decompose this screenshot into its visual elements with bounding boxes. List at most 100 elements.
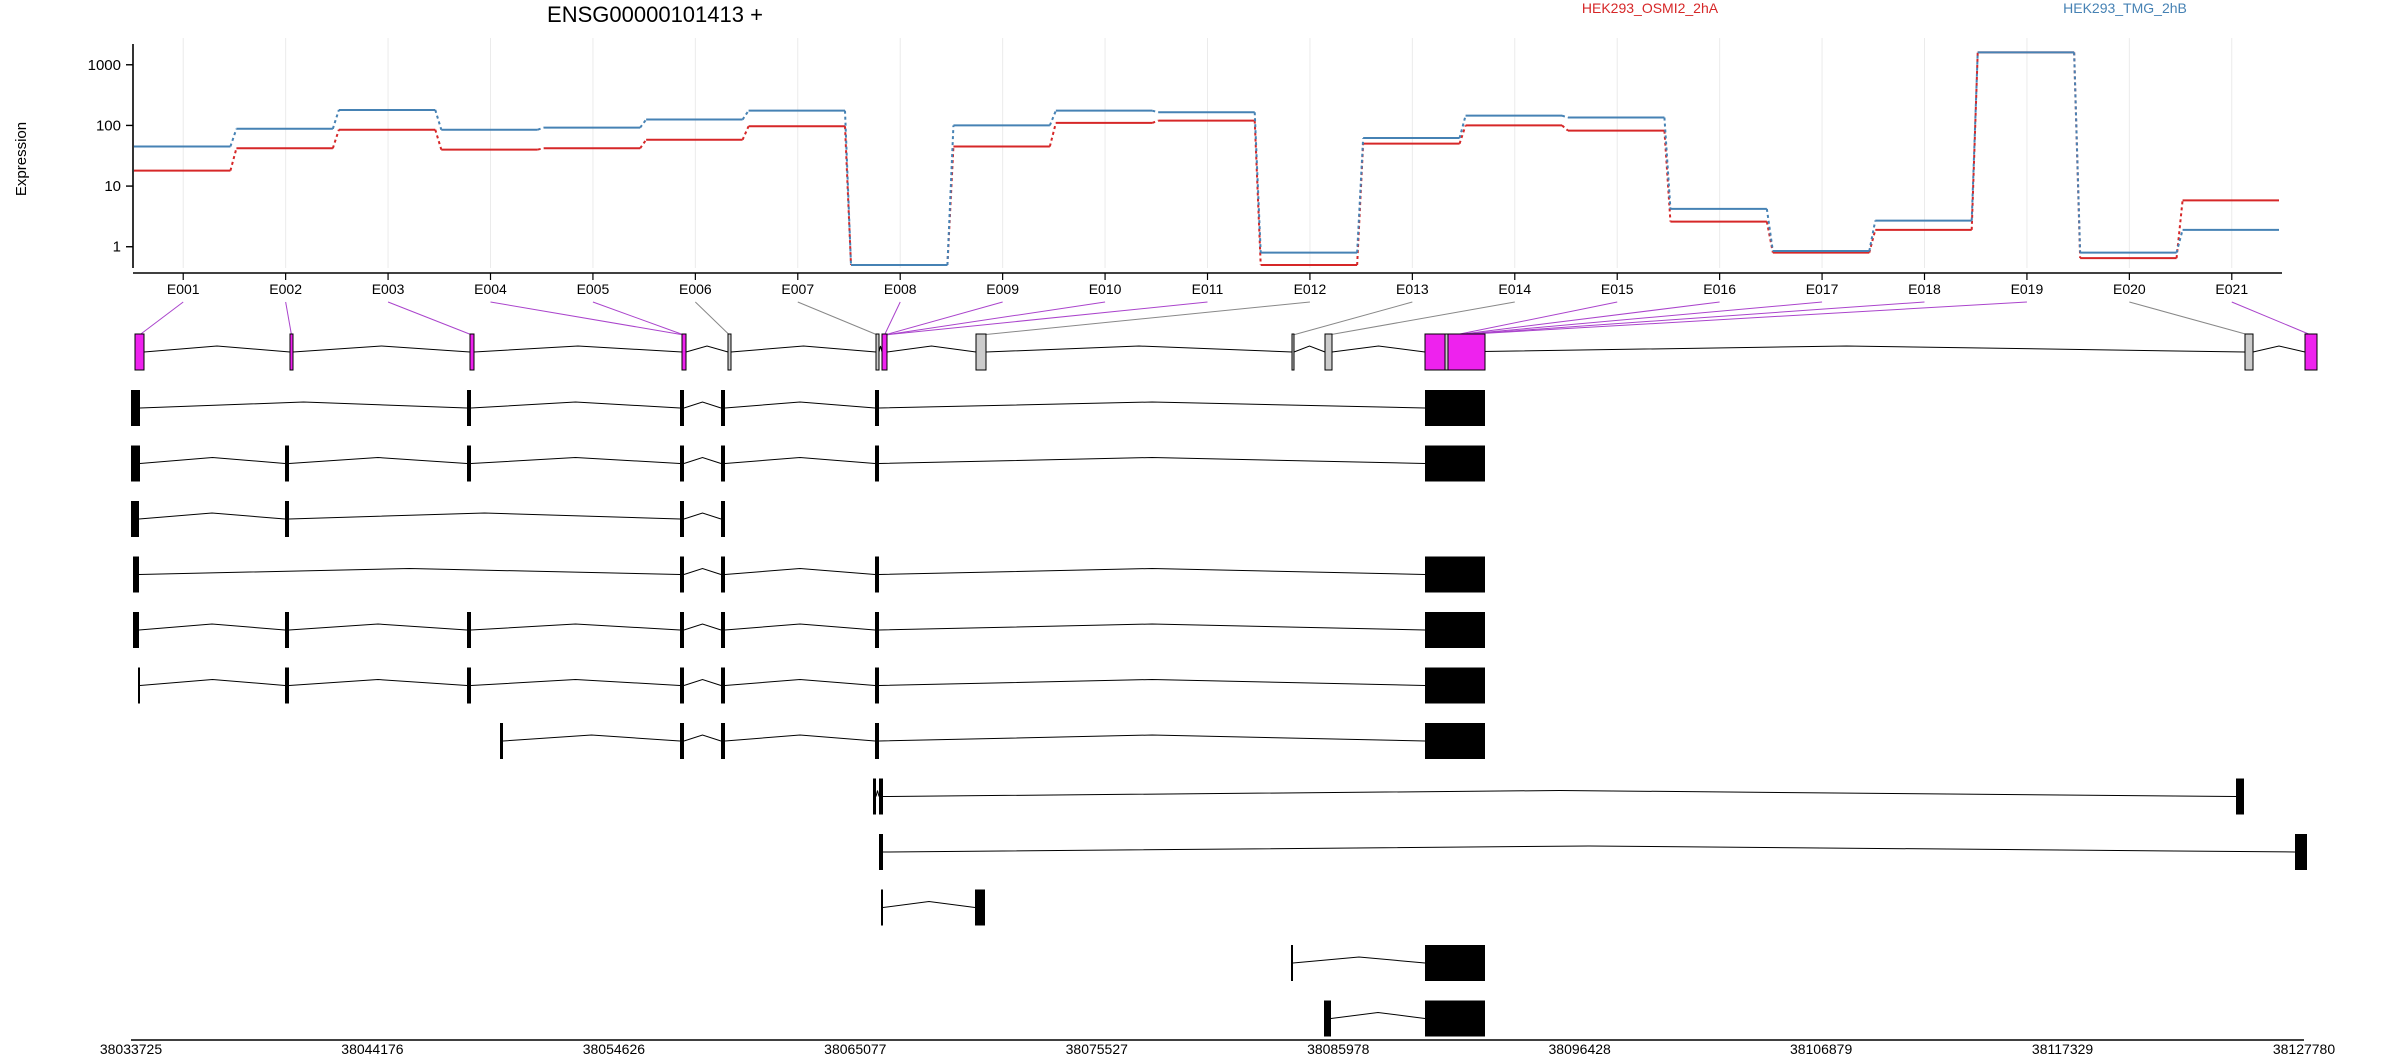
intron [683,456,722,464]
connector-E016 [1454,301,1720,336]
connector-E015 [1454,301,1618,336]
exon [875,556,879,593]
intron [724,401,876,409]
genomic-tick-label: 38065077 [824,1041,887,1057]
chart-title: ENSG00000101413 + [547,2,763,27]
intron [724,678,876,686]
connector-E013 [1292,301,1413,336]
y-axis-label: Expression [13,122,30,196]
intron [878,567,1426,575]
intron [473,345,683,353]
genomic-tick-label: 38085978 [1307,1041,1370,1057]
genomic-tick-label: 38054626 [583,1041,646,1057]
intron [683,678,722,686]
genomic-tick-label: 38117329 [2032,1041,2093,1057]
exon [721,667,725,704]
exon [721,445,725,482]
series-1-connector [229,148,238,171]
series-1-connector [331,129,340,149]
intron [878,678,1426,686]
genomic-tick-label: 38075527 [1066,1041,1129,1057]
series-2-connector [1048,110,1057,126]
intron [882,789,2237,797]
exon [1324,333,1333,371]
exon [285,501,289,537]
y-axis: 1 10 100 1000 [88,44,134,268]
intron [878,401,1426,409]
transcript [1324,1000,1485,1037]
exon [680,556,684,593]
genomic-tick-label: 38127780 [2273,1041,2336,1057]
legend-label-1: HEK293_OSMI2_2hA [1582,0,1719,16]
exon [680,667,684,704]
connector-E017 [1454,301,1823,336]
series-1-connector [2175,200,2184,259]
exon [721,501,725,537]
connector-E010 [884,301,1106,336]
transcript [1291,945,1485,981]
series-2-connector [537,126,545,131]
x-tick-label-E012: E012 [1294,281,1327,297]
exon [680,445,684,482]
intron [683,623,722,631]
series-2-connector [844,110,852,266]
genomic-tick-label: 38044176 [341,1041,404,1057]
intron [886,345,977,353]
exon [881,333,888,371]
intron [292,345,471,353]
intron [724,623,876,631]
transcript [881,889,985,926]
exon [285,667,289,704]
connector-E021 [2231,301,2312,336]
exon [467,390,471,426]
legend: HEK293_OSMI2_2hA HEK293_TMG_2hB [1582,0,2187,16]
intron [138,512,286,520]
series-2-connector [741,110,750,121]
series-2-connector [1970,52,1979,221]
series-1-connector [1458,125,1467,144]
intron [470,678,681,686]
connector-E009 [884,301,1003,336]
y-tick-label: 1000 [88,57,121,74]
exon [2244,333,2254,371]
series-2-connector [1152,109,1159,114]
exon [680,390,684,426]
genomic-tick-label: 38106879 [1790,1041,1853,1057]
exon [873,778,876,815]
x-tick-label-E021: E021 [2215,281,2248,297]
exon [875,333,880,371]
connector-E004 [490,301,685,336]
exon [875,612,879,648]
series-2-connector [2073,52,2082,253]
exon [727,333,732,371]
x-tick-label-E007: E007 [781,281,814,297]
exon [1324,1000,1331,1037]
series-1-connector [1868,229,1877,253]
intron [288,456,468,464]
exon [1291,945,1293,981]
x-tick-label-E008: E008 [884,281,917,297]
exon [1425,1000,1485,1037]
intron [724,567,876,575]
intron [139,678,286,686]
intron [138,567,681,575]
exon [133,612,139,648]
intron [683,401,722,409]
intron [288,512,681,520]
exon [1424,333,1486,371]
genomic-tick-label: 38096428 [1549,1041,1612,1057]
transcript [133,612,1485,648]
intron [1330,1011,1426,1019]
intron [138,623,286,631]
series-2-connector [434,109,443,130]
intron [139,401,468,409]
intron [875,790,880,797]
connector-E008 [884,301,901,336]
x-tick-label-E020: E020 [2113,281,2146,297]
connector-E011 [884,301,1208,336]
x-tick-label-E014: E014 [1498,281,1531,297]
series-1 [134,51,2279,266]
intron [502,734,681,742]
x-tick-label-E018: E018 [1908,281,1941,297]
